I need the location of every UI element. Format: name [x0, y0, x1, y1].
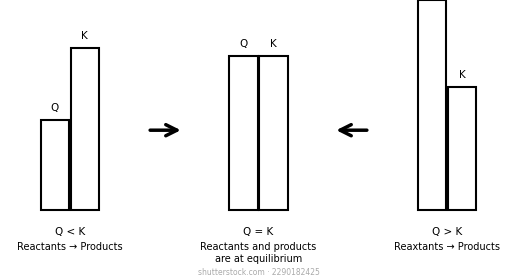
Text: Q > K: Q > K [432, 227, 462, 237]
Text: Q < K: Q < K [55, 227, 85, 237]
Text: K: K [81, 31, 88, 41]
Text: Reaxtants → Products: Reaxtants → Products [394, 242, 500, 252]
Text: Q = K: Q = K [244, 227, 273, 237]
Text: K: K [459, 70, 466, 80]
Text: shutterstock.com · 2290182425: shutterstock.com · 2290182425 [197, 268, 320, 277]
Text: Q: Q [239, 39, 248, 49]
Bar [70, 48, 99, 210]
Text: K: K [270, 39, 277, 49]
Bar [259, 56, 287, 210]
Bar [418, 0, 447, 210]
Bar [448, 87, 477, 210]
Text: Q: Q [51, 103, 59, 113]
Text: Reactants → Products: Reactants → Products [17, 242, 123, 252]
Bar [41, 120, 69, 210]
Text: Reactants and products
are at equilibrium: Reactants and products are at equilibriu… [201, 242, 316, 264]
Bar [230, 56, 257, 210]
